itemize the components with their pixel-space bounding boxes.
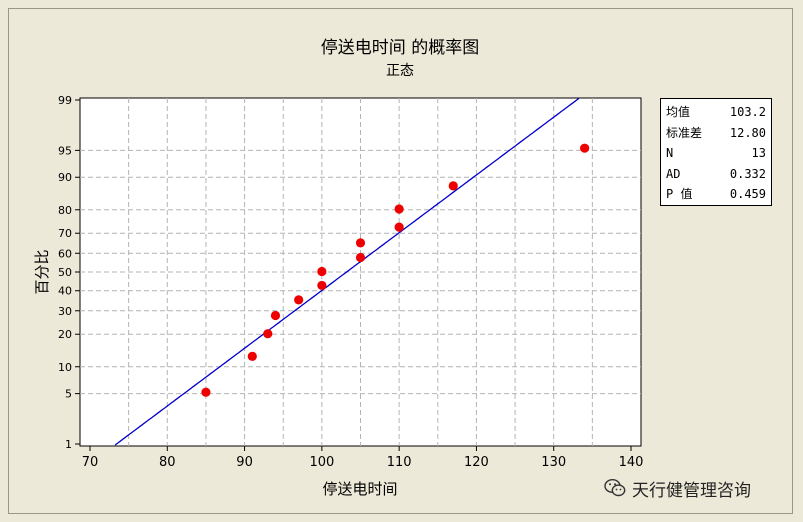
grid-lines — [80, 98, 641, 446]
stats-box: 均值 103.2 标准差 12.80 N 13 AD 0.332 P 值 0.4… — [660, 98, 772, 206]
y-tick-label: 90 — [58, 171, 72, 184]
data-point — [355, 238, 366, 248]
chart-title: 停送电时间 的概率图 — [321, 38, 479, 58]
y-tick-label: 30 — [58, 305, 72, 318]
stat-label: 均值 — [666, 105, 691, 119]
x-tick-label: 130 — [541, 455, 566, 470]
wechat-icon — [604, 478, 626, 498]
x-tick-label: 140 — [619, 455, 644, 470]
stat-row-stdev: 标准差 12.80 — [666, 123, 766, 144]
data-points — [201, 143, 590, 397]
data-point — [247, 351, 257, 361]
stat-value: 0.332 — [729, 166, 766, 181]
x-tick-label: 80 — [159, 455, 176, 470]
stat-row-mean: 均值 103.2 — [666, 102, 766, 123]
y-tick-label: 80 — [58, 204, 72, 217]
stat-label: N — [666, 146, 674, 160]
watermark: 天行健管理咨询 — [604, 476, 794, 501]
data-point — [394, 222, 404, 232]
data-point — [201, 387, 211, 397]
x-tick-label: 110 — [387, 455, 412, 470]
y-tick-label: 1 — [65, 438, 72, 451]
x-tick-label: 120 — [464, 455, 489, 470]
data-point — [294, 295, 304, 305]
data-point — [317, 280, 327, 291]
y-axis-ticks: 1 5 10 20 30 40 50 60 70 80 90 95 99 — [58, 94, 80, 451]
stat-label: AD — [666, 166, 681, 181]
stat-label: 标准差 — [666, 125, 703, 140]
fit-line — [114, 97, 580, 446]
y-tick-label: 99 — [58, 94, 72, 107]
x-axis-ticks: 70 80 90 100 110 120 130 140 — [82, 446, 644, 470]
data-point — [355, 252, 366, 263]
x-tick-label: 100 — [309, 455, 334, 470]
data-point — [317, 266, 327, 277]
data-point — [394, 204, 404, 214]
stat-value: 12.80 — [729, 125, 766, 140]
watermark-text: 天行健管理咨询 — [632, 480, 751, 501]
stat-label: P 值 — [666, 187, 693, 201]
stat-row-p: P 值 0.459 — [666, 184, 766, 205]
chart-subtitle: 正态 — [386, 63, 414, 79]
data-point — [263, 329, 273, 339]
y-axis-label: 百分比 — [33, 249, 51, 294]
y-tick-label: 70 — [58, 227, 72, 240]
data-point — [270, 310, 281, 321]
y-tick-label: 60 — [58, 247, 72, 260]
stat-row-n: N 13 — [666, 143, 766, 164]
y-tick-label: 10 — [58, 361, 72, 374]
stat-value: 0.459 — [729, 187, 766, 201]
stat-value: 103.2 — [729, 105, 766, 119]
data-point — [448, 181, 458, 191]
stat-value: 13 — [751, 146, 766, 160]
data-point — [580, 143, 590, 153]
y-tick-label: 20 — [58, 328, 72, 341]
stat-row-ad: AD 0.332 — [666, 164, 766, 185]
y-tick-label: 40 — [58, 285, 72, 298]
y-tick-label: 50 — [58, 266, 72, 279]
y-tick-label: 95 — [58, 144, 72, 157]
x-axis-label: 停送电时间 — [322, 480, 397, 498]
y-tick-label: 5 — [65, 388, 72, 401]
x-tick-label: 90 — [236, 455, 253, 470]
x-tick-label: 70 — [82, 455, 99, 470]
